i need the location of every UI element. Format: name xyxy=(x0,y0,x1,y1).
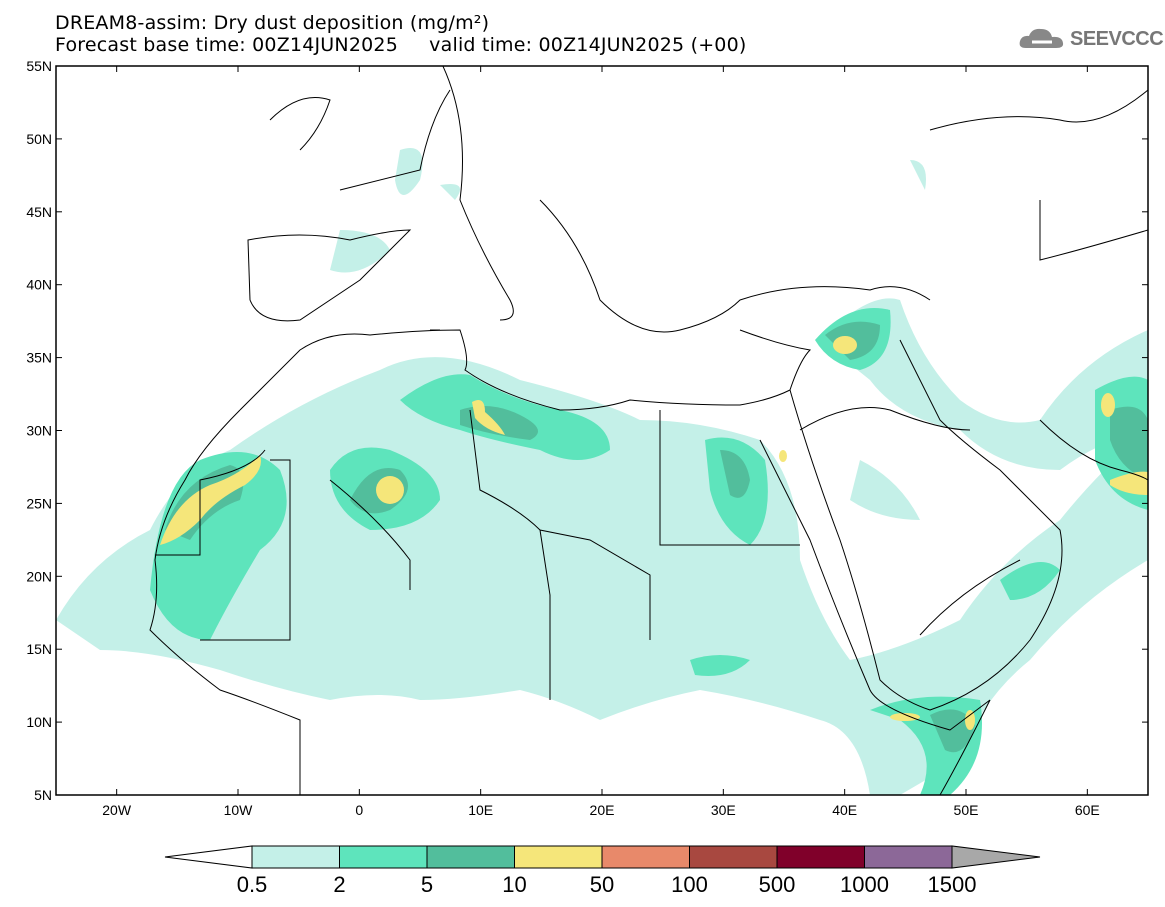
colorbar-swatch xyxy=(776,845,865,869)
lon-label: 20W xyxy=(102,802,132,818)
coastlines xyxy=(149,66,1148,795)
colorbar-label: 1500 xyxy=(928,872,977,897)
lon-label: 60E xyxy=(1075,802,1100,818)
map-title: DREAM8-assim: Dry dust deposition (mg/m²… xyxy=(55,12,490,34)
lon-label: 50E xyxy=(954,802,979,818)
map-subtitle: Forecast base time: 00Z14JUN2025 valid t… xyxy=(55,34,747,56)
lat-label: 55N xyxy=(26,58,52,74)
colorbar-label: 0.5 xyxy=(237,872,268,897)
lat-label: 50N xyxy=(26,131,52,147)
colorbar-label: 2 xyxy=(333,872,345,897)
dust-level-0.5 xyxy=(56,148,1148,795)
colorbar-swatch xyxy=(864,845,953,869)
lat-label: 10N xyxy=(26,714,52,730)
lon-label: 30E xyxy=(711,802,736,818)
colorbar-over-triangle xyxy=(951,845,1041,869)
lat-label: 40N xyxy=(26,277,52,293)
colorbar-swatch xyxy=(426,845,515,869)
dust-field xyxy=(56,148,1148,795)
colorbar-label: 5 xyxy=(421,872,433,897)
lat-label: 25N xyxy=(26,495,52,511)
lon-label: 20E xyxy=(590,802,615,818)
colorbar-swatch xyxy=(601,845,690,869)
colorbar-label: 10 xyxy=(502,872,526,897)
lat-label: 15N xyxy=(26,641,52,657)
lon-label: 10W xyxy=(224,802,254,818)
colorbar-swatch xyxy=(689,845,778,869)
colorbar-label: 100 xyxy=(671,872,708,897)
colorbar-swatch xyxy=(251,845,340,869)
lat-label: 45N xyxy=(26,204,52,220)
lat-label: 20N xyxy=(26,568,52,584)
cloud-icon xyxy=(1019,28,1064,48)
colorbar-label: 500 xyxy=(759,872,796,897)
dust-level-10 xyxy=(160,336,1148,730)
latitude-axis: 55N 50N 45N 40N 35N 30N 25N 20N 15N 10N 5N xyxy=(26,58,1148,803)
colorbar-label: 50 xyxy=(590,872,614,897)
lon-label: 0 xyxy=(355,802,363,818)
colorbar-swatch xyxy=(514,845,603,869)
colorbar-label: 1000 xyxy=(840,872,889,897)
colorbar-swatch xyxy=(339,845,428,869)
colorbar: 0.5 2 5 10 50 100 500 1000 1500 xyxy=(164,845,1041,897)
lon-label: 10E xyxy=(468,802,493,818)
seevccc-logo: SEEVCCC xyxy=(1018,26,1164,52)
lat-label: 5N xyxy=(34,787,52,803)
lat-label: 35N xyxy=(26,350,52,366)
longitude-axis: 20W 10W 0 10E 20E 30E 40E 50E 60E xyxy=(102,66,1100,818)
lat-label: 30N xyxy=(26,423,52,439)
colorbar-under-triangle xyxy=(164,845,253,869)
logo-text: SEEVCCC xyxy=(1070,27,1164,50)
lon-label: 40E xyxy=(832,802,857,818)
